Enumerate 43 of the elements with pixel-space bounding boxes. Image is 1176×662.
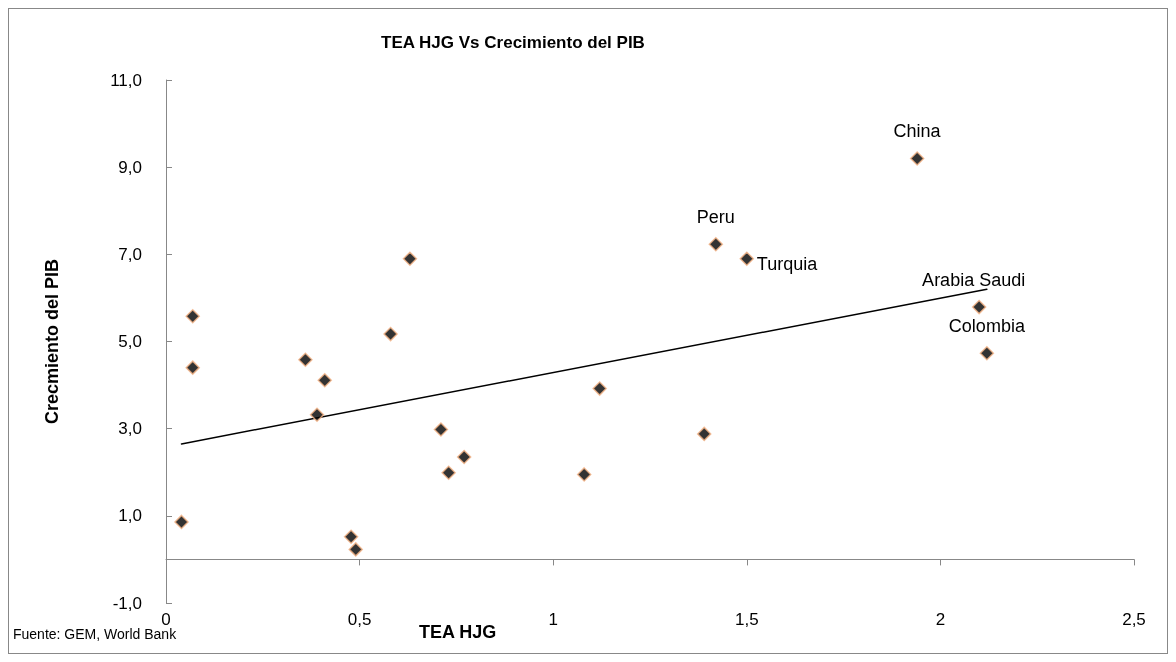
point [309,407,325,422]
source-note: Fuente: GEM, World Bank [13,626,178,642]
annotation: Peru [696,207,735,228]
x-tick-label: 2 [935,610,946,629]
annotation: Colombia [948,316,1026,337]
y-tick-label: 9,0 [118,157,142,177]
x-tick-label: 0 [161,610,171,629]
y-tick-label: -1,0 [112,593,142,613]
point [576,467,592,482]
x-tick-label: 2,5 [1122,610,1146,629]
y-tick-label: 11,0 [110,70,142,90]
point [185,308,200,324]
point [298,352,313,368]
point [456,449,472,465]
x-tick-label: 0,5 [347,610,372,629]
point [317,373,332,388]
point [433,422,449,437]
point [909,151,925,166]
point [174,514,189,530]
y-tick-label: 3,0 [118,419,142,439]
point [185,360,200,375]
point [971,299,987,315]
point [383,326,398,342]
y-tick-label: 7,0 [118,244,142,264]
annotation: Arabia Saudi [922,270,1026,291]
point [402,251,418,266]
point [696,426,712,442]
y-tick-label: 5,0 [118,332,142,351]
point [708,237,724,252]
x-tick-label: 1,5 [734,610,759,629]
point [592,381,607,396]
x-tick-label: 1 [548,610,558,629]
y-axis-title: Crecmiento del PIB [42,258,62,425]
annotation: Turquia [756,253,819,274]
chart-title: TEA HJG Vs Crecimiento del PIB [381,33,645,52]
point [739,251,755,266]
annotation: China [893,121,942,142]
point [441,465,456,480]
point [348,542,363,557]
point [979,346,995,361]
x-axis-title: TEA HJG [419,622,497,642]
point [343,529,359,544]
y-tick-label: 1,0 [118,506,142,526]
